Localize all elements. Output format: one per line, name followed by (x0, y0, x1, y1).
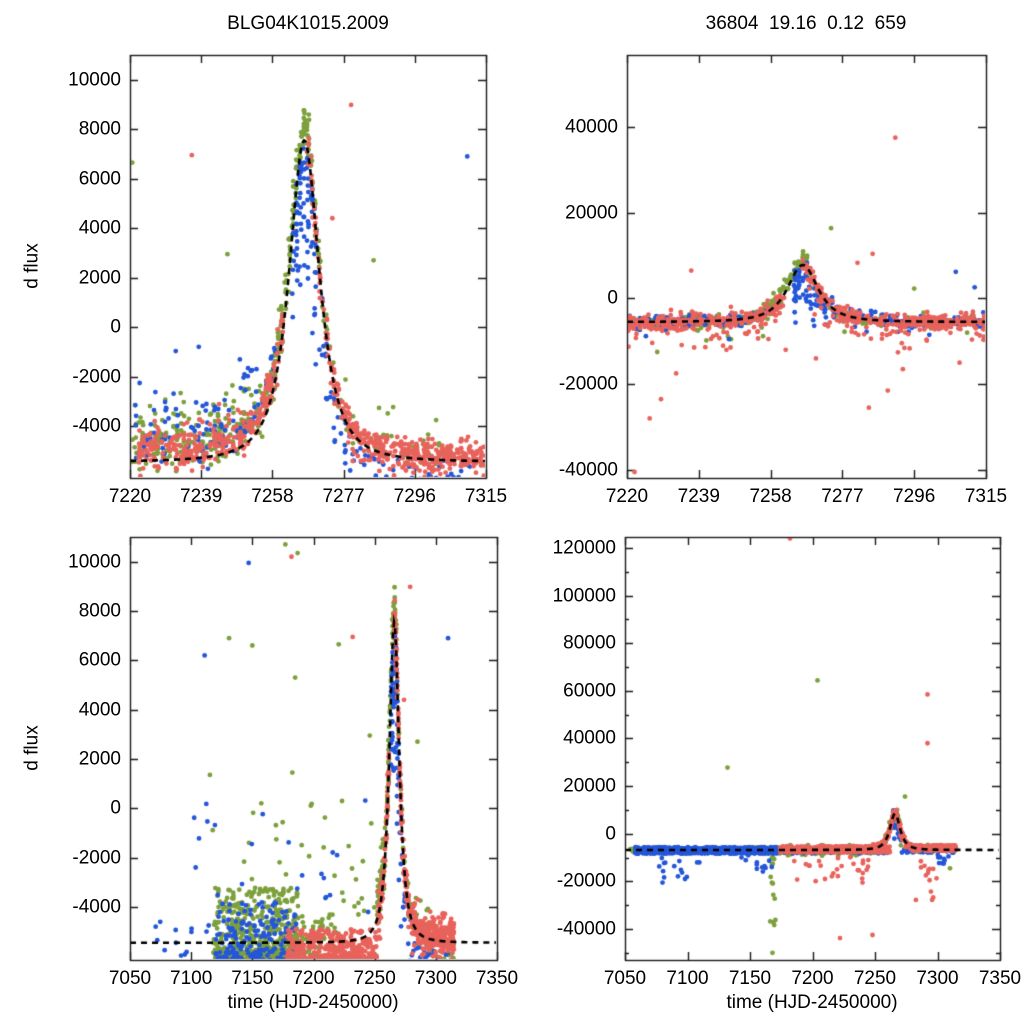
tick-label: 7150 (231, 968, 274, 989)
panel-title-top-right: 36804 19.16 0.12 659 (705, 13, 907, 34)
tick-label: 7315 (964, 486, 1008, 507)
tick-label: 4000 (78, 699, 121, 721)
tick-label: -4000 (72, 415, 121, 437)
tick-label: 7300 (916, 968, 959, 989)
tick-label: 7277 (322, 486, 365, 507)
tick-label: 7277 (821, 486, 864, 507)
tick-label: -4000 (72, 896, 121, 918)
y-axis-label-bottom-left: d flux (21, 725, 43, 771)
tick-label: 7100 (170, 968, 213, 989)
tick-label: 7239 (180, 486, 223, 507)
tick-label: -40000 (558, 459, 618, 481)
tick-label: 2000 (78, 267, 121, 289)
tick-label: -20000 (558, 373, 618, 395)
tick-label: 10000 (68, 69, 121, 91)
tick-label: 6000 (78, 168, 121, 190)
tick-label: 7050 (108, 968, 152, 989)
tick-label: 7250 (353, 968, 396, 989)
tick-label: 7296 (393, 486, 436, 507)
tick-label: 8000 (78, 600, 121, 622)
tick-label: 7350 (475, 968, 519, 989)
tick-label: 40000 (565, 116, 618, 138)
tick-label: 80000 (563, 632, 616, 654)
tick-label: 4000 (78, 217, 121, 239)
tick-label: 7220 (605, 486, 649, 507)
tick-label: -2000 (72, 366, 121, 388)
tick-label: 120000 (552, 537, 616, 559)
x-axis-label-bottom-left: time (HJD-2450000) (227, 992, 399, 1013)
tick-label: 10000 (68, 551, 121, 573)
tick-label: 7050 (603, 968, 647, 989)
tick-label: 20000 (563, 775, 616, 797)
tick-label: 0 (607, 287, 618, 309)
y-axis-label-top-left: d flux (21, 243, 43, 289)
tick-label: 0 (110, 316, 121, 338)
tick-label: 7258 (251, 486, 294, 507)
tick-label: 7250 (853, 968, 897, 989)
tick-label: 7300 (414, 968, 457, 989)
tick-label: 20000 (565, 202, 618, 224)
tick-label: -40000 (556, 918, 616, 940)
tick-label: 8000 (78, 118, 121, 140)
tick-label: 7200 (791, 968, 834, 989)
tick-label: 7239 (677, 486, 720, 507)
tick-label: 7315 (464, 486, 508, 507)
tick-label: 6000 (78, 649, 121, 671)
tick-label: 7100 (666, 968, 709, 989)
tick-label: 0 (110, 797, 121, 819)
tick-label: 7200 (292, 968, 335, 989)
tick-label: 2000 (78, 748, 121, 770)
tick-label: 40000 (563, 727, 616, 749)
tick-label: -20000 (556, 870, 616, 892)
tick-label: -2000 (72, 847, 121, 869)
tick-label: 7296 (893, 486, 936, 507)
tick-label: 7150 (728, 968, 772, 989)
tick-label: 7258 (749, 486, 792, 507)
tick-label: 100000 (552, 585, 616, 607)
tick-label: 60000 (563, 680, 616, 702)
panel-title-top-left: BLG04K1015.2009 (227, 13, 389, 34)
x-axis-label-bottom-right: time (HJD-2450000) (726, 992, 898, 1013)
tick-label: 7220 (108, 486, 152, 507)
tick-label: 7350 (978, 968, 1022, 989)
tick-label: 0 (605, 823, 616, 845)
